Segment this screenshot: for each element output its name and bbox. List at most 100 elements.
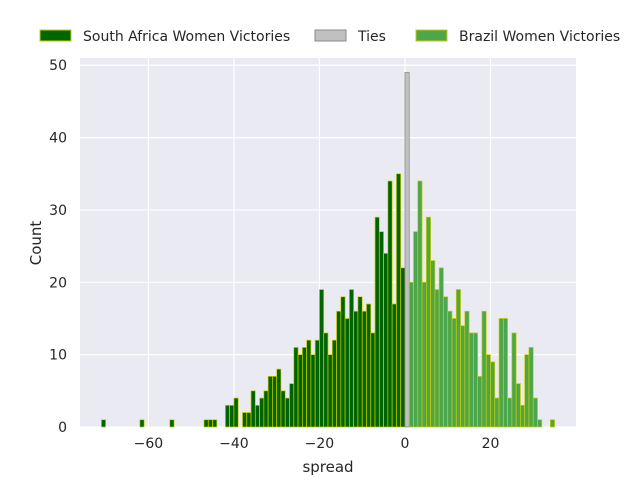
bar-series-0 [400, 267, 406, 428]
grid-lines [80, 58, 576, 428]
bar-series-0 [310, 354, 316, 428]
legend-swatch [39, 29, 72, 42]
bar-series-0 [336, 310, 342, 428]
bar-series-2 [443, 296, 449, 428]
bar-series-2 [421, 281, 427, 428]
bar-series-0 [284, 397, 290, 428]
x-axis-label: spread [302, 458, 353, 476]
legend-label: South Africa Women Victories [83, 29, 290, 45]
legend-swatch [415, 29, 448, 42]
x-tick-label: 20 [482, 436, 500, 452]
y-axis-label: Count [27, 221, 45, 266]
bar-series-0 [229, 404, 235, 428]
bar-series-2 [425, 216, 431, 428]
bar-series-0 [396, 173, 402, 428]
y-tick-label: 50 [49, 58, 67, 74]
y-tick-label: 30 [49, 203, 67, 219]
x-tick-label: 0 [401, 436, 410, 452]
bar-series-0 [225, 404, 231, 428]
bar-series-0 [319, 289, 325, 428]
bar-series-0 [207, 419, 213, 428]
x-tick-label: −20 [305, 436, 335, 452]
bar-series-0 [267, 376, 273, 428]
bar-series-0 [139, 419, 145, 428]
bar-series-2 [434, 289, 440, 428]
legend-label: Ties [357, 29, 386, 45]
bar-series-0 [374, 216, 380, 428]
bar-series-0 [250, 390, 256, 428]
bar-series-2 [528, 347, 534, 428]
bar-series-0 [254, 404, 260, 428]
bar-series-2 [481, 310, 487, 428]
bar-series-2 [451, 318, 457, 428]
bar-series-0 [263, 390, 269, 428]
bar-series-0 [349, 289, 355, 428]
bar-series-1 [404, 72, 410, 428]
bar-series-0 [357, 296, 363, 428]
bar-series-0 [340, 296, 346, 428]
x-tick-label: −40 [219, 436, 249, 452]
bar-series-0 [370, 332, 376, 428]
bar-series-2 [438, 267, 444, 428]
bar-series-0 [366, 303, 372, 428]
bar-series-0 [280, 390, 286, 428]
bar-series-0 [391, 303, 397, 428]
y-tick-label: 20 [49, 275, 67, 291]
bar-series-2 [413, 231, 419, 428]
y-tick-label: 0 [58, 420, 67, 436]
bar-series-0 [361, 310, 367, 428]
bar-series-0 [353, 310, 359, 428]
bar-series-0 [301, 347, 307, 428]
bar-series-0 [293, 347, 299, 428]
bar-series-2 [532, 397, 538, 428]
bar-series-0 [387, 180, 393, 428]
bar-series-0 [331, 339, 337, 428]
bar-series-2 [549, 419, 555, 428]
bar-series-2 [408, 281, 414, 428]
bar-series-2 [511, 332, 517, 428]
bar-series-0 [378, 231, 384, 428]
bar-series-0 [233, 397, 239, 428]
x-tick-labels: −60 −40 −20 0 20 [134, 436, 500, 452]
bar-series-0 [314, 339, 320, 428]
legend-swatch [314, 29, 347, 42]
bar-series-0 [344, 318, 350, 428]
bar-series-2 [498, 318, 504, 428]
histogram-bars [101, 72, 555, 428]
bar-series-0 [242, 412, 248, 428]
bar-series-2 [460, 325, 466, 428]
bar-series-0 [246, 412, 252, 428]
bar-series-0 [383, 253, 389, 428]
bar-series-2 [473, 332, 479, 428]
bar-series-0 [306, 339, 312, 428]
bar-series-2 [524, 354, 530, 428]
bar-series-0 [272, 376, 278, 428]
bar-series-2 [507, 397, 513, 428]
bar-series-2 [447, 310, 453, 428]
bar-series-0 [259, 397, 265, 428]
bar-series-0 [212, 419, 218, 428]
bar-series-2 [455, 289, 461, 428]
bar-series-0 [101, 419, 107, 428]
bar-series-0 [323, 332, 329, 428]
bar-series-0 [276, 368, 282, 428]
bar-series-2 [417, 180, 423, 428]
bar-series-2 [430, 260, 436, 428]
bar-series-2 [485, 354, 491, 428]
bar-series-2 [490, 361, 496, 428]
y-tick-label: 40 [49, 131, 67, 147]
bar-series-2 [520, 404, 526, 428]
bar-series-0 [203, 419, 209, 428]
legend: South Africa Women Victories Ties Brazil W… [39, 29, 620, 45]
y-tick-label: 10 [49, 348, 67, 364]
bar-series-2 [494, 397, 500, 428]
bar-series-0 [327, 354, 333, 428]
bar-series-0 [169, 419, 175, 428]
y-tick-labels: 0 10 20 30 40 50 [49, 58, 67, 436]
bar-series-2 [464, 310, 470, 428]
legend-label: Brazil Women Victories [459, 29, 620, 45]
bar-series-2 [477, 376, 483, 428]
bar-series-2 [515, 383, 521, 428]
bar-series-2 [502, 318, 508, 428]
